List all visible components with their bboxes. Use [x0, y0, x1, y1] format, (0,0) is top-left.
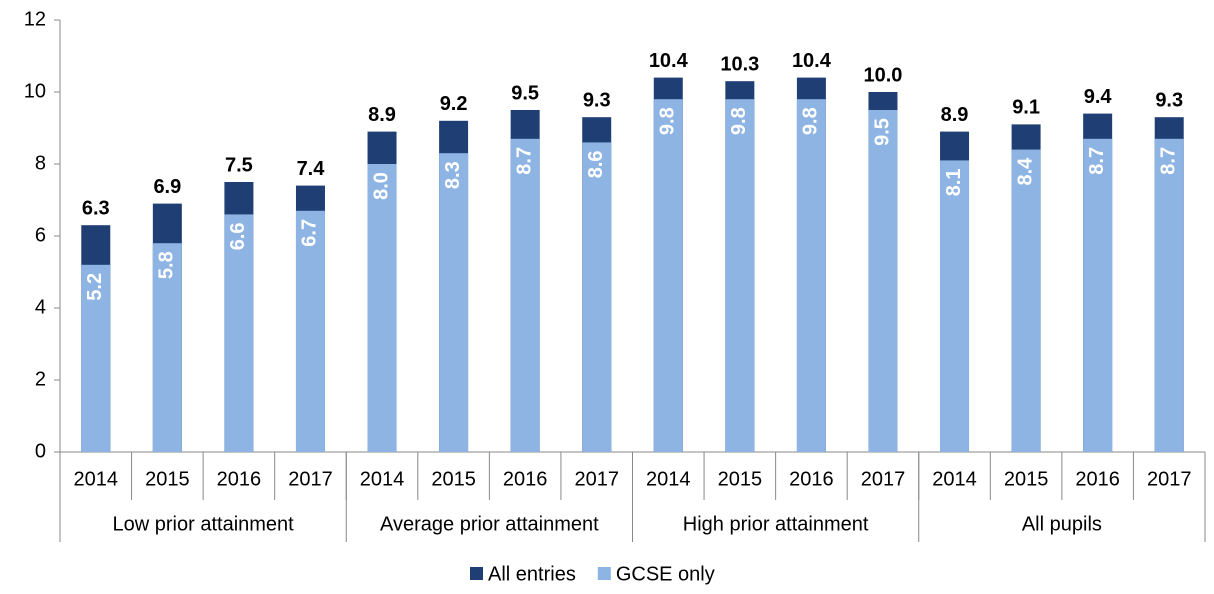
value-label: 8.7 — [1086, 147, 1108, 175]
bar — [582, 142, 612, 452]
x-tick-label: 2015 — [145, 468, 190, 490]
x-tick-label: 2016 — [789, 468, 834, 490]
value-label: 8.7 — [1158, 147, 1180, 175]
value-label: 8.3 — [442, 161, 464, 189]
value-label: 7.4 — [297, 158, 326, 180]
group-label: High prior attainment — [683, 513, 869, 535]
group-label: All pupils — [1022, 513, 1102, 535]
x-tick-label: 2015 — [431, 468, 476, 490]
value-label: 10.0 — [864, 64, 903, 86]
group-label: Average prior attainment — [380, 513, 599, 535]
bar — [1154, 138, 1184, 453]
bar — [868, 110, 898, 452]
x-tick-label: 2014 — [932, 468, 977, 490]
y-tick-label: 0 — [35, 440, 46, 462]
value-label: 7.5 — [225, 154, 253, 176]
value-label: 9.1 — [1012, 97, 1040, 119]
value-label: 9.2 — [440, 93, 468, 115]
value-label: 8.9 — [941, 104, 969, 126]
bar — [796, 99, 826, 452]
y-tick-label: 10 — [24, 80, 46, 102]
y-tick-label: 6 — [35, 224, 46, 246]
value-label: 9.8 — [728, 107, 750, 135]
value-label: 8.9 — [368, 104, 396, 126]
value-label: 9.3 — [1155, 89, 1183, 111]
y-tick-label: 4 — [35, 296, 46, 318]
value-label: 6.6 — [227, 222, 249, 250]
bar — [940, 160, 970, 452]
bar — [653, 99, 683, 452]
legend-swatch — [470, 567, 483, 580]
value-label: 9.8 — [657, 107, 679, 135]
value-label: 9.5 — [871, 118, 893, 146]
x-tick-label: 2015 — [718, 468, 763, 490]
value-label: 8.4 — [1014, 157, 1036, 186]
value-label: 8.6 — [585, 150, 607, 178]
bar — [510, 138, 540, 453]
value-label: 10.4 — [792, 50, 832, 72]
y-tick-label: 2 — [35, 368, 46, 390]
x-tick-label: 2017 — [861, 468, 906, 490]
value-label: 10.4 — [649, 50, 689, 72]
value-label: 9.4 — [1084, 86, 1113, 108]
bar — [295, 210, 325, 452]
x-tick-label: 2016 — [1075, 468, 1120, 490]
y-tick-label: 8 — [35, 152, 46, 174]
x-tick-label: 2015 — [1004, 468, 1049, 490]
x-tick-label: 2016 — [503, 468, 548, 490]
bar — [367, 164, 397, 452]
value-label: 6.3 — [82, 197, 110, 219]
legend-label: GCSE only — [616, 563, 715, 585]
bar — [1011, 149, 1041, 452]
value-label: 5.2 — [84, 273, 106, 301]
bar — [1083, 138, 1113, 453]
y-tick-label: 12 — [24, 8, 46, 30]
group-label: Low prior attainment — [113, 513, 295, 535]
value-label: 8.7 — [513, 147, 535, 175]
bar — [725, 99, 755, 452]
legend-label: All entries — [488, 563, 576, 585]
value-label: 9.5 — [511, 82, 539, 104]
x-tick-label: 2017 — [574, 468, 619, 490]
value-label: 6.9 — [153, 176, 181, 198]
x-tick-label: 2014 — [646, 468, 691, 490]
x-tick-label: 2014 — [74, 468, 119, 490]
value-label: 6.7 — [299, 219, 321, 247]
value-label: 9.8 — [800, 107, 822, 135]
x-tick-label: 2016 — [217, 468, 262, 490]
x-tick-label: 2014 — [360, 468, 405, 490]
x-tick-label: 2017 — [288, 468, 333, 490]
value-label: 8.0 — [370, 172, 392, 200]
value-label: 9.3 — [583, 89, 611, 111]
bar — [224, 214, 254, 452]
value-label: 10.3 — [720, 53, 759, 75]
value-label: 5.8 — [156, 251, 178, 279]
bar — [81, 264, 111, 452]
value-label: 8.1 — [943, 168, 965, 196]
legend-swatch — [597, 567, 611, 580]
bar — [439, 153, 469, 452]
x-tick-label: 2017 — [1147, 468, 1192, 490]
bar — [152, 243, 182, 452]
